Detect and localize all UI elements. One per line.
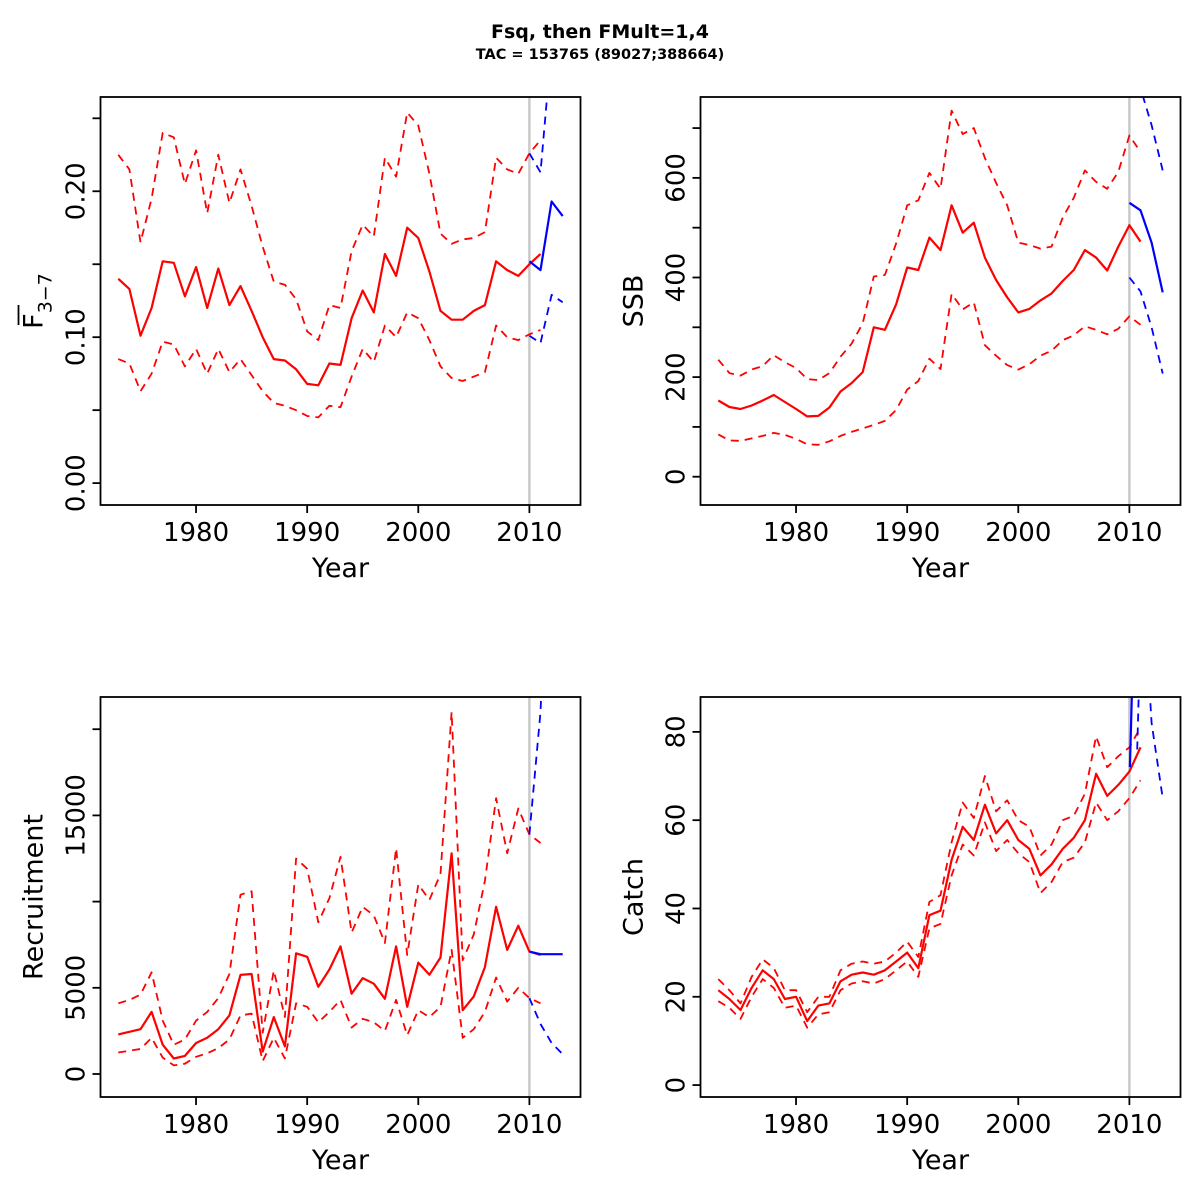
fbar-panel-lower-ci-historical xyxy=(117,311,541,419)
fbar-panel-lower-ci-forecast xyxy=(528,294,564,344)
catch-panel-lower-ci-historical xyxy=(717,779,1142,1029)
recruitment-panel-median-historical xyxy=(118,852,541,1060)
y-tick-label: 0.20 xyxy=(62,162,92,220)
y-axis-title: F3−7 xyxy=(17,273,57,329)
x-tick-label: 2000 xyxy=(385,518,451,548)
x-tick-label: 2010 xyxy=(496,518,562,548)
y-axis-title: Recruitment xyxy=(19,814,50,980)
chart-title: Fsq, then FMult=1,4 xyxy=(491,21,709,43)
x-tick-label: 1980 xyxy=(763,518,829,548)
axis-box xyxy=(99,96,582,506)
ssb-panel-lower-ci-historical xyxy=(717,293,1142,446)
ssb-panel-lower-ci-forecast xyxy=(1128,276,1164,374)
y-tick-label: 0 xyxy=(662,468,692,485)
axis-box xyxy=(99,696,582,1098)
panel-fbar-panel: 1980 1990 2000 2010 Year 0.00 0.10 0.20 F3−7 xyxy=(17,96,582,584)
catch-panel-median-historical xyxy=(717,746,1142,1023)
x-tick-label: 1990 xyxy=(274,1110,340,1140)
ssb-panel-upper-ci-historical xyxy=(717,109,1142,381)
axis-box xyxy=(699,96,1182,506)
catch-panel-median-forecast xyxy=(1128,697,1133,768)
y-tick-label: 20 xyxy=(662,980,692,1013)
catch-panel-lower-ci-forecast xyxy=(1149,697,1164,799)
x-tick-label: 1990 xyxy=(874,1110,940,1140)
y-tick-label: 15000 xyxy=(62,774,92,857)
ssb-panel-median-forecast xyxy=(1128,201,1164,293)
recruitment-panel-lower-ci-forecast xyxy=(528,997,564,1055)
svg-text:F3−7: F3−7 xyxy=(19,273,57,329)
x-tick-label: 2010 xyxy=(496,1110,562,1140)
x-tick-label: 2000 xyxy=(985,518,1051,548)
ssb-panel-median-historical xyxy=(717,204,1142,418)
x-axis-title: Year xyxy=(311,553,370,584)
fbar-panel-upper-ci-historical xyxy=(117,111,542,341)
x-tick-label: 1980 xyxy=(763,1110,829,1140)
x-tick-label: 2010 xyxy=(1096,518,1162,548)
x-axis-title: Year xyxy=(311,1145,370,1176)
svg-text:Catch: Catch xyxy=(619,858,650,936)
y-axis-title: Catch xyxy=(619,858,650,936)
recruitment-panel-upper-ci-forecast xyxy=(528,697,543,835)
y-tick-label: 0.10 xyxy=(62,308,92,366)
y-tick-label: 400 xyxy=(662,253,692,303)
catch-panel-upper-ci-historical xyxy=(717,727,1142,1014)
recruitment-panel-lower-ci-historical xyxy=(118,949,541,1067)
x-axis-title: Year xyxy=(911,1145,970,1176)
y-tick-label: 80 xyxy=(662,715,692,748)
panels-group: 1980 1990 2000 2010Year0.000.100.20F3−71980… xyxy=(17,96,1182,1176)
fbar-panel-median-forecast xyxy=(528,200,564,272)
recruitment-panel-median-forecast xyxy=(529,950,563,956)
chart-subtitle: TAC = 153765 (89027;388664) xyxy=(476,47,725,63)
x-tick-label: 1990 xyxy=(274,518,340,548)
axis-box xyxy=(699,696,1182,1098)
fbar-panel-median-historical xyxy=(117,226,542,387)
y-tick-label: 0 xyxy=(62,1066,92,1083)
y-tick-label: 200 xyxy=(662,352,692,402)
panel-recruitment-panel: 1980 1990 2000 2010 Year 0 5000 15000 Recruitmen… xyxy=(19,696,582,1176)
y-tick-label: 600 xyxy=(662,153,692,203)
svg-text:SSB: SSB xyxy=(619,275,650,328)
y-tick-label: 60 xyxy=(662,804,692,837)
x-tick-label: 2000 xyxy=(985,1110,1051,1140)
x-tick-label: 2010 xyxy=(1096,1110,1162,1140)
svg-text:Recruitment: Recruitment xyxy=(19,814,50,980)
panel-ssb-panel: 1980 1990 2000 2010 Year 0 200 400 600 SSB xyxy=(619,96,1182,584)
y-tick-label: 0.00 xyxy=(62,454,92,512)
x-tick-label: 2000 xyxy=(385,1110,451,1140)
y-axis-title: SSB xyxy=(619,275,650,328)
x-tick-label: 1980 xyxy=(163,518,229,548)
x-axis-title: Year xyxy=(911,553,970,584)
y-tick-label: 0 xyxy=(662,1077,692,1094)
ssb-panel-upper-ci-forecast xyxy=(1142,97,1164,171)
x-tick-label: 1990 xyxy=(874,518,940,548)
x-tick-label: 1980 xyxy=(163,1110,229,1140)
panel-catch-panel: 1980 1990 2000 2010 Year 0 20 40 60 80 Catch xyxy=(619,696,1182,1176)
y-tick-label: 40 xyxy=(662,892,692,925)
recruitment-panel-upper-ci-historical xyxy=(118,711,542,1046)
fbar-panel-upper-ci-forecast xyxy=(528,97,548,174)
y-tick-label: 5000 xyxy=(62,955,92,1021)
